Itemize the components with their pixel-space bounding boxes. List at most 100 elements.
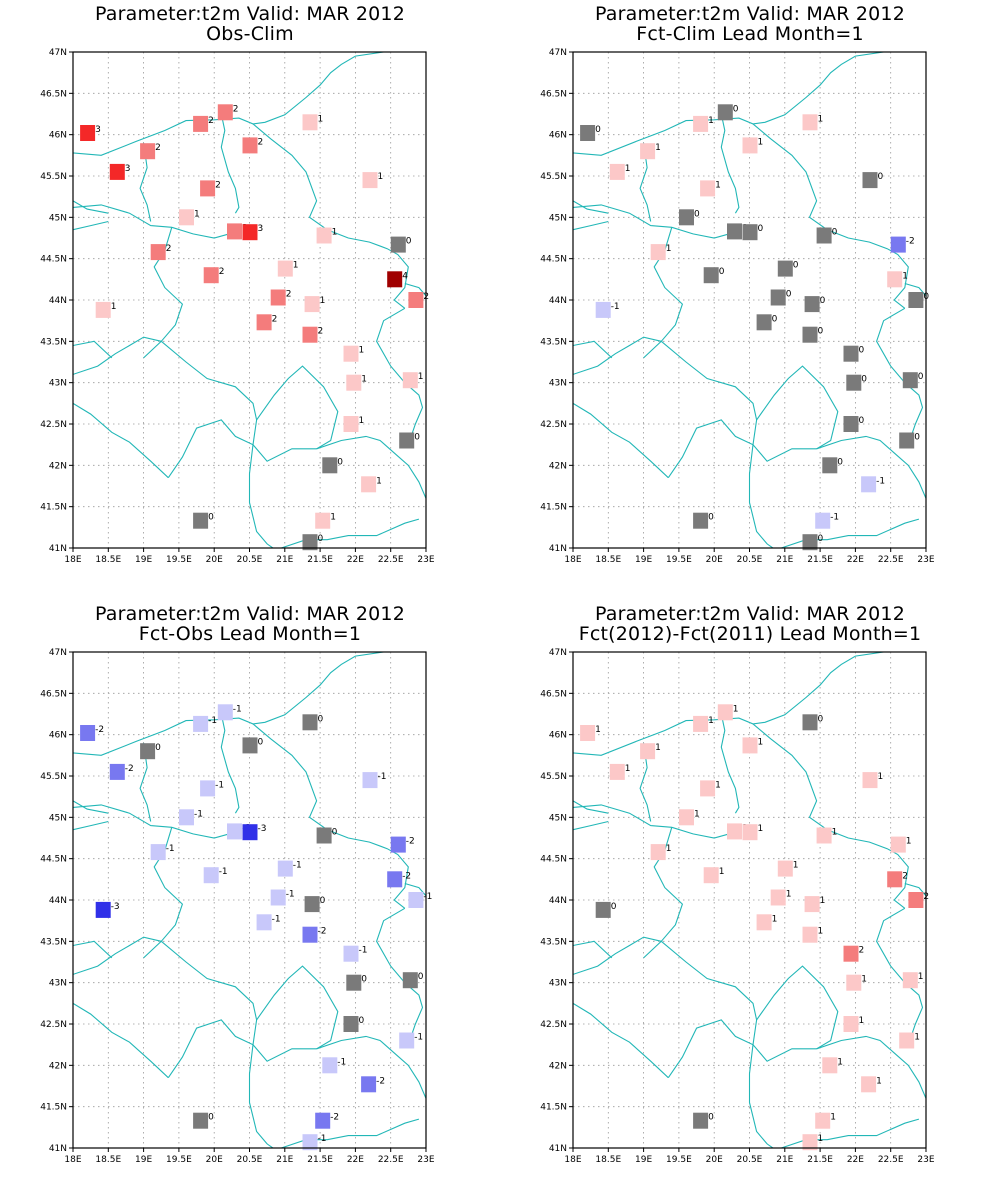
station-marker [270, 889, 286, 906]
lat-tick-label: 47N [549, 48, 567, 58]
station-value-label: 0 [832, 228, 838, 238]
station-value-label: 0 [320, 896, 326, 906]
panel-title: Parameter:t2m Valid: MAR 2012 [594, 603, 905, 625]
station-marker [193, 512, 209, 529]
station-marker [770, 289, 786, 306]
station-marker [679, 809, 694, 826]
lon-tick-label: 19E [635, 1155, 652, 1165]
lat-tick-label: 41N [49, 1144, 67, 1154]
station-value-label: 0 [708, 513, 714, 523]
station-value-label: 0 [208, 1113, 214, 1123]
border-line [720, 113, 740, 214]
station-value-label: 1 [418, 372, 424, 382]
lat-tick-label: 44.5N [540, 855, 567, 865]
lat-tick-label: 42.5N [540, 420, 567, 430]
station-marker [346, 974, 362, 991]
station-marker [770, 889, 786, 906]
station-value-label: 1 [625, 164, 631, 174]
station-marker [846, 374, 862, 391]
station-marker [227, 223, 242, 240]
station-marker [346, 374, 362, 391]
station-value-label: 1 [793, 861, 799, 871]
station-value-label: 1 [378, 172, 384, 182]
station-marker [316, 827, 332, 844]
lon-tick-label: 22E [347, 555, 364, 565]
border-line [73, 936, 162, 975]
lon-tick-label: 20.5E [237, 1155, 263, 1165]
station-value-label: -1 [194, 809, 203, 819]
lat-tick-label: 42N [49, 461, 67, 471]
border-line [573, 1002, 669, 1079]
lon-tick-label: 19.5E [166, 555, 192, 565]
panel-fct-diff: Parameter:t2m Valid: MAR 2012 Fct(2012)-… [500, 600, 1000, 1200]
gridlines [73, 652, 426, 1148]
station-marker [899, 432, 915, 449]
station-value-label: 0 [595, 125, 601, 135]
station-marker [304, 296, 320, 313]
station-marker [193, 1112, 209, 1129]
lon-tick-label: 21.5E [307, 555, 333, 565]
border-line [573, 800, 609, 814]
station-value-label: 1 [818, 927, 824, 937]
lon-tick-label: 18E [64, 555, 81, 565]
lon-tick-label: 18.5E [595, 555, 621, 565]
lat-tick-label: 46.5N [40, 89, 67, 99]
border-line [639, 142, 652, 222]
station-marker [802, 326, 818, 343]
station-marker [343, 1016, 359, 1032]
station-value-label: -1 [423, 892, 432, 902]
lat-tick-label: 44.5N [40, 255, 67, 265]
station-value-label: -1 [359, 946, 368, 956]
border-line [752, 123, 909, 309]
station-value-label: 0 [719, 267, 725, 277]
station-marker [887, 271, 903, 288]
station-value-label: 1 [758, 824, 764, 834]
station-value-label: -1 [876, 476, 885, 486]
border-line [756, 965, 839, 1050]
border-line [573, 340, 613, 359]
border-line [573, 336, 662, 375]
station-marker [815, 1112, 831, 1129]
border-line [248, 1044, 274, 1148]
station-marker [861, 1076, 877, 1093]
lon-tick-label: 21.5E [807, 555, 833, 565]
station-value-label: 0 [859, 346, 865, 356]
stations: 1111110111111111121201112111111011 [580, 704, 929, 1151]
station-marker [95, 901, 111, 918]
station-marker [390, 236, 406, 253]
border-line [816, 435, 926, 499]
station-marker [200, 780, 216, 797]
border-line [256, 965, 339, 1050]
station-value-label: 2 [155, 143, 161, 153]
station-value-label: 0 [418, 972, 424, 982]
stations: 3322221211231021242211221111001010 [80, 104, 429, 551]
station-value-label: -1 [233, 704, 242, 714]
station-value-label: 0 [733, 104, 739, 114]
lon-tick-label: 18E [564, 555, 581, 565]
station-marker [804, 296, 820, 313]
station-marker [80, 725, 96, 741]
station-marker [742, 137, 758, 154]
station-marker [693, 1112, 709, 1129]
lat-tick-label: 44N [49, 896, 67, 906]
station-value-label: 1 [906, 837, 912, 847]
border-line [167, 1019, 258, 1079]
border-line [404, 282, 426, 297]
panel-subtitle: Obs-Clim [206, 23, 294, 45]
station-value-label: 2 [902, 871, 908, 881]
lat-tick-label: 42.5N [40, 420, 67, 430]
station-value-label: -3 [111, 902, 120, 912]
station-value-label: 1 [194, 209, 200, 219]
border-line [73, 652, 384, 756]
lat-tick-label: 45N [49, 813, 67, 823]
station-marker [908, 892, 924, 908]
lat-tick-label: 41N [549, 544, 567, 554]
gridlines [73, 52, 426, 548]
station-map: 111111011111111112120111211111101118E18.… [540, 648, 935, 1165]
border-line [660, 340, 758, 421]
station-value-label: 1 [666, 244, 672, 254]
station-marker [802, 114, 818, 131]
station-value-label: 0 [914, 433, 920, 443]
border-line [816, 1035, 926, 1099]
lat-tick-label: 46N [549, 131, 567, 141]
